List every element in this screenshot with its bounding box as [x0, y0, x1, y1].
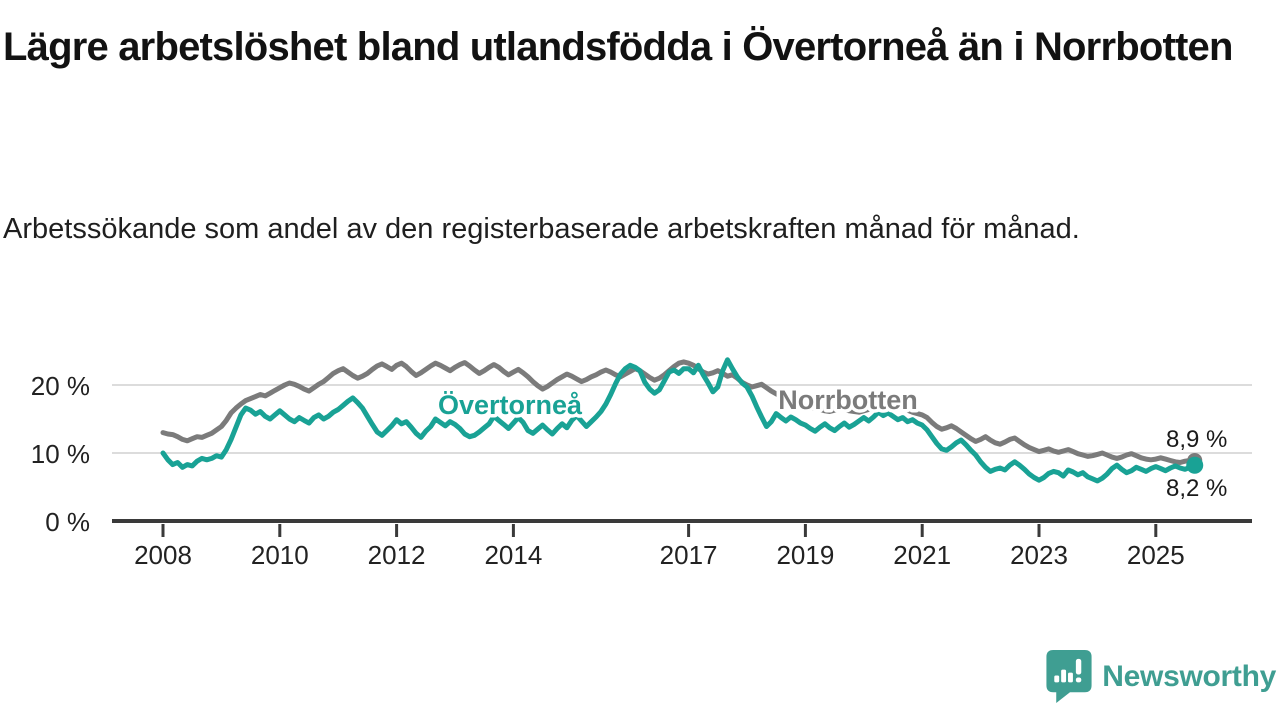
y-tick-label: 0 %	[45, 507, 90, 537]
x-axis: 2008 2010 2012 2014 2017 2019 2021 2023 2025	[112, 519, 1252, 570]
endpoint-dot-overtornea	[1186, 456, 1204, 474]
x-tick-label: 2014	[484, 540, 542, 570]
x-tick-label: 2019	[776, 540, 834, 570]
end-value-norrbotten: 8,9 %	[1166, 426, 1227, 453]
x-tick-label: 2017	[660, 540, 718, 570]
series-label-overtornea: Övertorneå	[438, 390, 583, 420]
y-tick-label: 10 %	[31, 439, 90, 469]
x-tick-label: 2008	[134, 540, 192, 570]
brand-footer: Newsworthy	[1046, 650, 1276, 703]
line-norrbotten	[160, 359, 1198, 465]
series-label-norrbotten: Norrbotten	[778, 385, 917, 415]
line-overtornea	[160, 357, 1198, 484]
end-value-overtornea: 8,2 %	[1166, 475, 1227, 502]
x-tick-label: 2021	[893, 540, 951, 570]
newsworthy-logo-icon	[1046, 650, 1092, 703]
x-tick-label: 2010	[251, 540, 309, 570]
y-tick-label: 20 %	[31, 371, 90, 401]
x-tick-label: 2025	[1127, 540, 1185, 570]
brand-wordmark: Newsworthy	[1102, 659, 1276, 693]
chart-subtitle: Arbetssökande som andel av den registerb…	[3, 213, 1080, 245]
y-axis-labels: 0 % 10 % 20 %	[31, 371, 90, 537]
x-tick-label: 2023	[1010, 540, 1068, 570]
x-tick-label: 2012	[368, 540, 426, 570]
gridlines	[112, 384, 1252, 454]
page-title: Lägre arbetslöshet bland utlandsfödda i …	[3, 25, 1233, 69]
